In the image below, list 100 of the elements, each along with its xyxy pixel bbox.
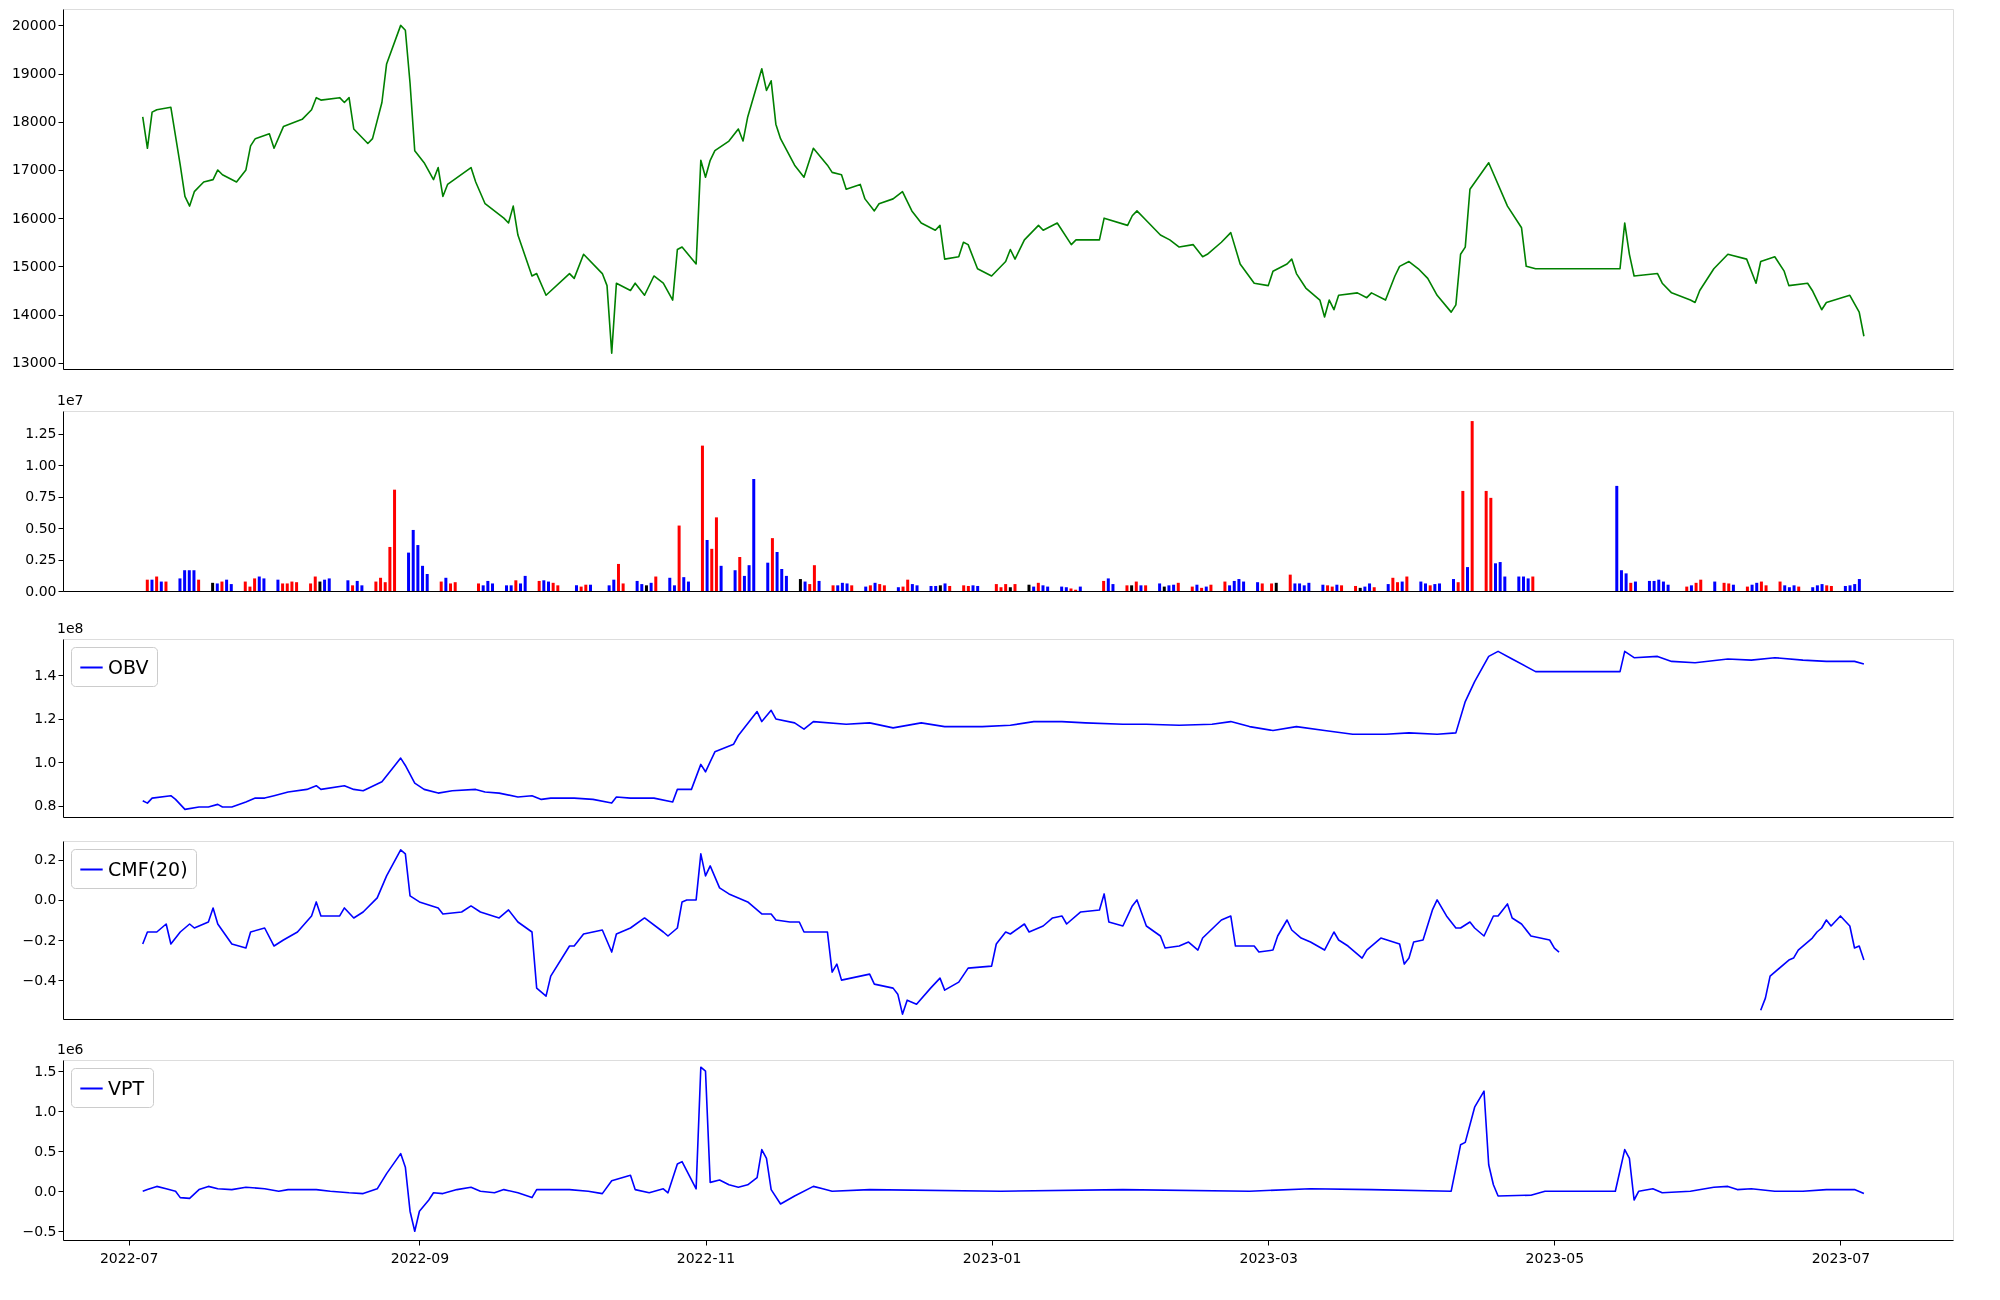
y-tick-label: −0.5 (22, 1222, 57, 1239)
bar (1172, 584, 1176, 591)
y-tick-label: 18000 (11, 113, 57, 130)
bar (668, 577, 672, 591)
bar (547, 581, 550, 591)
bar (1004, 584, 1008, 591)
bar (677, 525, 681, 591)
y-tick-label: 0.00 (25, 582, 57, 599)
bar (164, 581, 168, 591)
bar (962, 585, 966, 591)
text: 1e8 (57, 620, 84, 636)
bar (1657, 579, 1661, 591)
line-series (141, 24, 1865, 354)
text: 1e6 (57, 1041, 84, 1057)
bar (934, 585, 938, 591)
bar (1036, 582, 1040, 591)
bar (1134, 581, 1138, 591)
bar (1787, 587, 1791, 591)
bar (873, 582, 877, 591)
bar (896, 587, 900, 591)
bar (775, 551, 779, 591)
bar (1069, 588, 1073, 591)
bar (1363, 586, 1367, 591)
bar (1526, 578, 1530, 591)
y-tick-label: 0.0 (34, 1182, 57, 1199)
bar (1484, 490, 1488, 591)
bar (817, 580, 821, 591)
bar (976, 585, 980, 591)
bar (453, 582, 457, 591)
bar (150, 579, 154, 591)
bar (323, 579, 327, 591)
bar (803, 581, 807, 591)
bar (197, 579, 201, 591)
bar (411, 529, 415, 591)
bar (309, 583, 313, 591)
bar (1829, 585, 1833, 591)
bar (1452, 579, 1456, 591)
bar (290, 581, 294, 591)
bar (351, 585, 355, 591)
bar (966, 585, 970, 591)
bar (355, 580, 359, 591)
bar (1078, 586, 1082, 591)
bar (1843, 585, 1847, 591)
y-tick-label: −0.4 (22, 971, 57, 988)
bar (584, 584, 588, 591)
bar (1857, 579, 1861, 591)
bar (864, 586, 868, 591)
y-tick-label: 17000 (11, 161, 57, 178)
bar (1391, 577, 1395, 591)
bar (836, 585, 840, 591)
bar (1619, 570, 1623, 591)
bar (1102, 580, 1106, 591)
y-tick-label: 14000 (11, 306, 57, 323)
bar (327, 578, 331, 591)
y-tick-label: 1.25 (25, 425, 57, 442)
y-tick-label: 0.50 (25, 519, 57, 536)
bar (710, 548, 714, 591)
y-tick-label: 0.5 (34, 1142, 57, 1159)
bar (155, 576, 159, 591)
bar (1433, 584, 1437, 591)
bar (971, 585, 975, 591)
bar (929, 585, 933, 591)
bar (714, 517, 718, 591)
bar (1288, 574, 1292, 591)
y-tick-label: 1.4 (34, 666, 57, 683)
bar (551, 582, 555, 591)
bar (840, 582, 844, 591)
bar (1158, 583, 1162, 591)
bar (1820, 584, 1824, 591)
bar (1046, 586, 1050, 591)
bar (612, 579, 616, 591)
y-tick-label: 13000 (11, 354, 57, 371)
bar (1466, 567, 1469, 591)
bar (1699, 579, 1703, 591)
bar (1298, 583, 1302, 591)
bar (229, 584, 233, 591)
bar (910, 584, 914, 591)
bar (1825, 585, 1829, 591)
bar (1531, 576, 1535, 591)
y-tick-label: 15000 (11, 257, 57, 274)
bar (994, 584, 998, 591)
bar (491, 583, 495, 591)
bar (1237, 579, 1241, 591)
bar (621, 583, 625, 591)
bar (276, 579, 280, 591)
bar (1615, 485, 1619, 591)
bar (1713, 581, 1717, 591)
y-tick-label: 0.0 (34, 891, 57, 908)
bar (1783, 585, 1787, 591)
bar (1368, 583, 1372, 591)
bar (1689, 585, 1693, 591)
x-tick-label: 2023-01 (962, 1249, 1022, 1266)
bar (262, 578, 266, 591)
bar (588, 584, 592, 591)
bar (1106, 578, 1110, 591)
bar (770, 538, 774, 591)
bar (248, 586, 252, 591)
bar (225, 579, 229, 591)
x-tick-label: 2023-07 (1811, 1249, 1871, 1266)
bar (537, 580, 541, 591)
